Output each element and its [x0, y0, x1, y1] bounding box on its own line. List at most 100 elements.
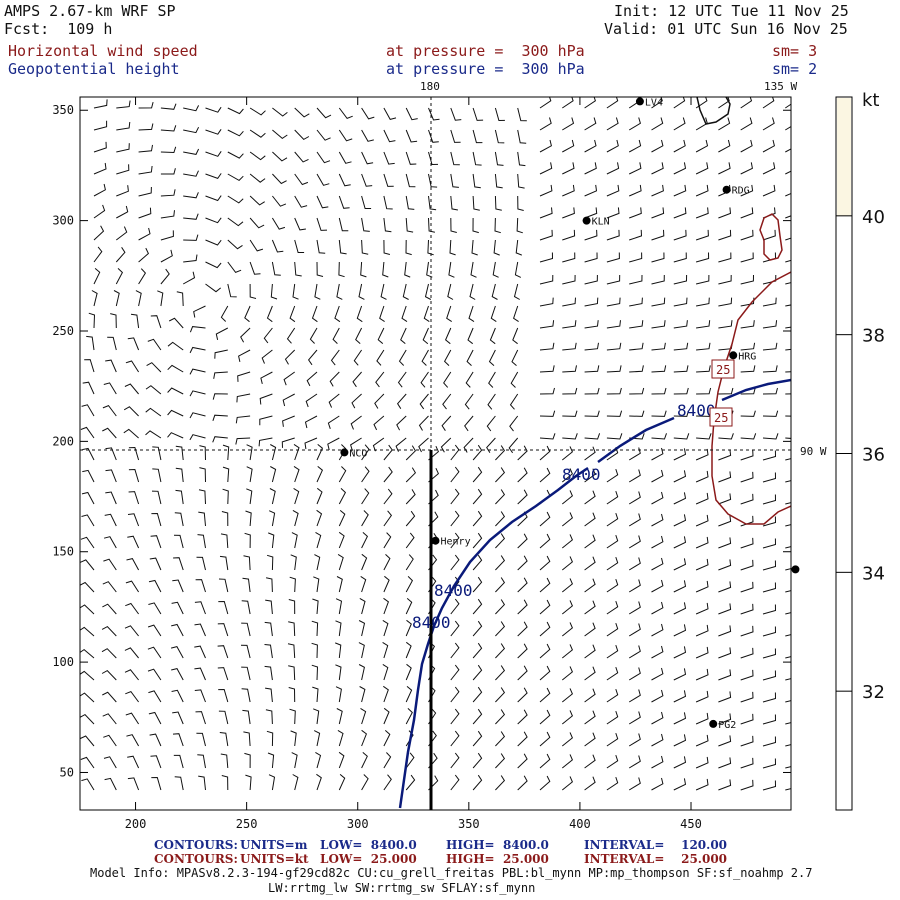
- wind-barb: [316, 444, 324, 461]
- y-tick-label: 100: [52, 655, 74, 669]
- wind-barb: [418, 437, 429, 453]
- wind-barb: [539, 665, 551, 681]
- wind-barb: [396, 415, 407, 431]
- wind-barb: [740, 735, 754, 747]
- colorbar-tick-label: 40: [862, 207, 885, 228]
- wind-barb: [493, 239, 500, 256]
- wind-barb: [695, 536, 709, 549]
- coastline: [696, 97, 731, 125]
- wind-barb: [405, 173, 416, 188]
- wind-barb: [472, 752, 483, 769]
- wind-barb: [673, 646, 687, 659]
- wind-barb: [401, 305, 408, 323]
- wind-barb: [383, 554, 391, 571]
- wind-barb: [266, 554, 274, 571]
- wind-barb: [360, 707, 367, 725]
- wind-barb: [651, 97, 663, 109]
- wind-barb: [105, 469, 117, 483]
- wind-barb: [785, 393, 791, 395]
- wind-barb: [183, 234, 199, 241]
- field1-level: at pressure = 300 hPa: [386, 42, 585, 60]
- wind-barb: [267, 752, 275, 769]
- wind-barb: [167, 432, 184, 439]
- wind-barb: [539, 365, 555, 373]
- wind-barb: [266, 305, 273, 323]
- wind-barb: [584, 229, 598, 241]
- wind-barb: [189, 326, 206, 333]
- wind-barb: [138, 186, 152, 197]
- wind-barb: [584, 556, 596, 571]
- wind-barb: [472, 488, 483, 505]
- wind-barb: [718, 297, 733, 307]
- wind-barb: [539, 753, 551, 769]
- wind-barb: [584, 644, 596, 659]
- wind-barb: [762, 342, 778, 351]
- wind-barb: [628, 117, 641, 131]
- wind-barb: [264, 621, 273, 637]
- wind-barb: [294, 239, 305, 253]
- wind-barb: [606, 710, 619, 725]
- wind-barb: [651, 601, 664, 615]
- wind-barb: [495, 621, 506, 637]
- wind-barb: [718, 117, 731, 131]
- wind-barb: [472, 554, 483, 571]
- footer-height-interval: INTERVAL= 120.00: [584, 838, 728, 852]
- wind-barb: [227, 217, 244, 227]
- wind-speed-contour: [711, 271, 791, 525]
- wind-barb: [269, 488, 276, 505]
- wind-barb: [673, 470, 687, 483]
- wind-barb: [222, 466, 230, 483]
- wind-barb: [167, 341, 184, 351]
- wind-barb: [673, 690, 687, 703]
- wind-barb: [355, 327, 363, 344]
- wind-barb: [486, 437, 496, 453]
- wind-barb: [361, 173, 373, 187]
- wind-barb: [606, 688, 619, 703]
- wind-barb: [673, 734, 687, 747]
- wind-barb: [268, 774, 276, 791]
- wind-barb: [311, 305, 318, 323]
- wind-barb: [241, 600, 251, 615]
- wind-barb: [673, 297, 688, 307]
- wind-barb: [561, 556, 574, 571]
- wind-barb: [651, 513, 664, 527]
- wind-barb: [562, 410, 578, 417]
- wind-barb: [405, 489, 416, 505]
- wind-barb: [628, 447, 641, 461]
- wind-barb: [183, 254, 198, 263]
- wind-barb: [785, 656, 791, 659]
- wind-barb: [718, 139, 731, 153]
- wind-barb: [217, 667, 229, 681]
- wind-barb: [328, 393, 340, 408]
- wind-barb: [762, 604, 777, 615]
- wind-barb: [282, 415, 295, 427]
- wind-barb: [762, 433, 779, 440]
- wind-barb: [785, 304, 791, 307]
- wind-barb: [205, 239, 222, 246]
- wind-barb: [695, 668, 709, 681]
- wind-barb: [361, 195, 372, 209]
- wind-barb: [189, 368, 206, 375]
- wind-barb: [242, 577, 251, 593]
- wind-barb: [606, 578, 619, 593]
- wind-barb: [517, 731, 528, 747]
- wind-barb: [628, 579, 641, 593]
- footer-height-high: HIGH= 8400.0: [446, 838, 549, 852]
- wind-barb: [718, 320, 733, 329]
- station-marker: [722, 185, 731, 194]
- wind-barb: [673, 448, 687, 461]
- wind-barb: [238, 349, 251, 363]
- wind-barb: [440, 437, 452, 453]
- wind-barb: [495, 731, 506, 747]
- wind-barb: [718, 387, 734, 395]
- wind-barb: [628, 139, 642, 153]
- wind-barb: [103, 756, 117, 769]
- wind-barb: [517, 577, 528, 593]
- wind-barb: [205, 195, 222, 202]
- wind-barb: [517, 555, 528, 571]
- wind-barb: [651, 433, 667, 440]
- wind-barb: [606, 776, 619, 791]
- wind-barb: [405, 686, 413, 703]
- wind-barb: [124, 625, 139, 637]
- wind-barb: [160, 189, 176, 197]
